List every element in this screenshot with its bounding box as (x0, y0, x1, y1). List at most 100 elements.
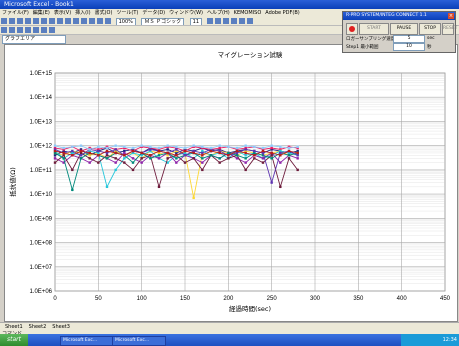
open-icon[interactable] (9, 18, 15, 24)
data-point (140, 154, 143, 157)
print-icon[interactable] (25, 18, 31, 24)
sheet-tab[interactable]: Sheet1 (5, 324, 23, 330)
menu-item[interactable]: 書式(O) (94, 10, 113, 16)
data-point (227, 151, 230, 155)
by-column-icon[interactable] (49, 27, 55, 33)
reset-button[interactable]: RESET (442, 23, 457, 35)
system-tray-clock: 12:34 (401, 334, 459, 346)
font-size-select[interactable]: 11 (189, 18, 203, 25)
taskbar-item[interactable]: Microsoft Exc... (60, 336, 114, 346)
italic-icon[interactable] (214, 18, 221, 24)
menu-item[interactable]: 挿入(I) (75, 10, 91, 16)
zoom-select[interactable]: 100% (115, 18, 136, 25)
chart-area[interactable]: 1.0E+06 1.0E+07 1.0E+08 1.0E+09 1.0E+10 1.0E+… (4, 44, 458, 322)
align-center-icon[interactable] (238, 18, 245, 24)
data-point (149, 154, 152, 157)
data-point (123, 161, 126, 164)
data-point (183, 146, 187, 150)
underline-icon[interactable] (222, 18, 229, 24)
data-point (209, 148, 213, 151)
x-tick-label: 150 (180, 296, 191, 302)
data-point (123, 157, 126, 160)
new-icon[interactable] (1, 18, 7, 24)
menu-item[interactable]: ウィンドウ(W) (169, 10, 203, 16)
chart-type-icon[interactable] (17, 27, 23, 33)
sheet-tab[interactable]: Sheet3 (52, 324, 70, 330)
x-tick-label: 0 (53, 296, 57, 302)
name-box[interactable]: グラフエリア (2, 35, 66, 44)
record-button[interactable] (346, 23, 358, 35)
y-tick-label: 1.0E+14 (29, 95, 52, 101)
data-point (71, 151, 74, 155)
data-point (175, 149, 178, 153)
undo-icon[interactable] (73, 18, 79, 24)
data-point (88, 161, 91, 164)
sum-icon[interactable] (89, 18, 95, 24)
sheet-tab[interactable]: Sheet2 (28, 324, 47, 330)
data-point (53, 157, 57, 160)
data-point (140, 157, 143, 160)
data-point (287, 157, 291, 160)
data-point (131, 157, 135, 160)
preview-icon[interactable] (33, 18, 39, 24)
pause-button[interactable]: PAUSE (390, 23, 418, 35)
data-point (157, 154, 161, 157)
bold-icon[interactable] (206, 18, 213, 24)
data-point (218, 157, 221, 160)
data-point (97, 161, 100, 164)
data-point (53, 161, 57, 164)
format-icon[interactable] (9, 27, 15, 33)
start-menu-button[interactable]: start (0, 334, 28, 346)
chart-object-icon[interactable] (1, 27, 7, 33)
menu-item[interactable]: データ(D) (142, 10, 166, 16)
menu-item[interactable]: Adobe PDF(B) (265, 10, 300, 16)
data-point (218, 146, 221, 150)
data-point (149, 145, 152, 148)
data-table-icon[interactable] (33, 27, 39, 33)
legend-icon[interactable] (25, 27, 31, 33)
x-tick-label: 50 (95, 296, 102, 302)
start-button[interactable]: START (359, 23, 389, 35)
data-point (157, 157, 161, 160)
menu-item[interactable]: KEMOMISO (233, 10, 262, 16)
save-icon[interactable] (17, 18, 23, 24)
data-point (79, 148, 83, 151)
paste-icon[interactable] (65, 18, 71, 24)
chart-wizard-icon[interactable] (105, 18, 111, 24)
menu-item[interactable]: ツール(T) (116, 10, 139, 16)
menu-item[interactable]: ヘルプ(H) (207, 10, 230, 16)
panel-close-button[interactable]: × (448, 13, 454, 19)
data-point (244, 151, 247, 155)
logger-control-panel: R-PRO SYSTEM/INTEG CONNECT 1.1 × START P… (342, 11, 457, 53)
step-input[interactable]: 10 (393, 43, 425, 51)
data-point (244, 146, 247, 150)
data-point (296, 151, 299, 155)
cut-icon[interactable] (49, 18, 55, 24)
taskbar-item[interactable]: Microsoft Exc... (112, 336, 166, 346)
redo-icon[interactable] (81, 18, 87, 24)
menu-item[interactable]: ファイル(F) (2, 10, 29, 16)
plot-area (54, 72, 446, 292)
data-point (244, 161, 247, 164)
data-point (192, 157, 195, 160)
copy-icon[interactable] (57, 18, 63, 24)
data-point (62, 151, 65, 155)
data-point (131, 168, 135, 172)
menu-item[interactable]: 編集(E) (32, 10, 50, 16)
sort-icon[interactable] (97, 18, 103, 24)
sampling-input[interactable]: 5 (393, 35, 425, 43)
data-point (157, 146, 161, 150)
y-axis-label: 抵抗値(Ω) (8, 167, 17, 197)
data-point (296, 145, 299, 148)
align-left-icon[interactable] (230, 18, 237, 24)
x-axis-label: 経過時間(sec) (229, 304, 271, 313)
by-row-icon[interactable] (41, 27, 47, 33)
x-tick-label: 300 (310, 296, 321, 302)
font-select[interactable]: ＭＳ Ｐゴシック (141, 18, 185, 25)
stop-button[interactable]: STOP (419, 23, 441, 35)
data-point (71, 168, 74, 172)
align-right-icon[interactable] (246, 18, 253, 24)
menu-item[interactable]: 表示(V) (53, 10, 72, 16)
data-point (227, 154, 230, 157)
spell-icon[interactable] (41, 18, 47, 24)
